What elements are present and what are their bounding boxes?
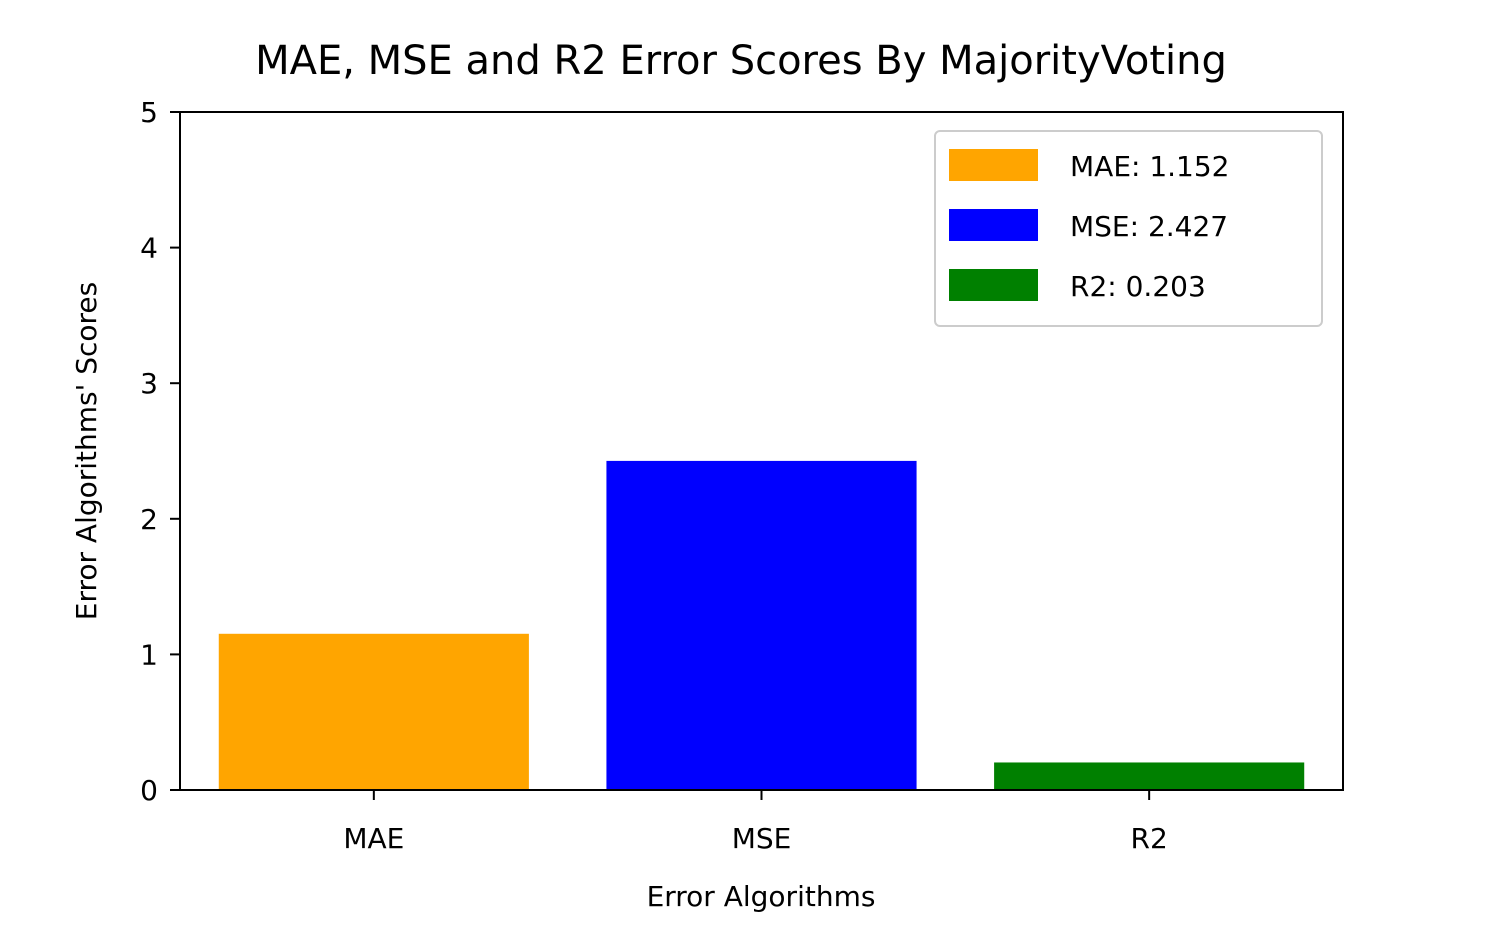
y-tick-label: 1 <box>140 638 158 671</box>
y-tick-label: 3 <box>140 367 158 400</box>
x-axis: MAE MSE R2 <box>343 790 1168 855</box>
legend-swatch <box>949 269 1038 301</box>
legend-entries: MAE: 1.152 MSE: 2.427 R2: 0.203 <box>949 149 1230 303</box>
legend-swatch <box>949 209 1038 241</box>
y-axis-label: Error Algorithms' Scores <box>70 282 103 620</box>
bar-mae <box>218 633 529 790</box>
legend-label: MAE: 1.152 <box>1070 150 1230 183</box>
bar-mse <box>606 460 917 790</box>
plot-frame <box>179 111 1344 791</box>
x-tick-label: MAE <box>343 822 404 855</box>
legend-label: MSE: 2.427 <box>1070 210 1228 243</box>
y-axis: 0 1 2 3 4 5 <box>140 96 180 807</box>
y-tick-label: 0 <box>140 774 158 807</box>
chart-title: MAE, MSE and R2 Error Scores By Majority… <box>255 38 1227 84</box>
x-tick-label: MSE <box>732 822 792 855</box>
legend-swatch <box>949 149 1038 181</box>
legend-label: R2: 0.203 <box>1070 270 1206 303</box>
y-tick-label: 5 <box>140 96 158 129</box>
y-tick-label: 4 <box>140 232 158 265</box>
y-tick-label: 2 <box>140 503 158 536</box>
x-tick-label: R2 <box>1131 822 1168 855</box>
legend: MAE: 1.152 MSE: 2.427 R2: 0.203 <box>934 130 1323 327</box>
bar-r2 <box>994 762 1305 790</box>
bars-layer <box>218 460 1305 790</box>
x-axis-label: Error Algorithms <box>647 880 876 913</box>
